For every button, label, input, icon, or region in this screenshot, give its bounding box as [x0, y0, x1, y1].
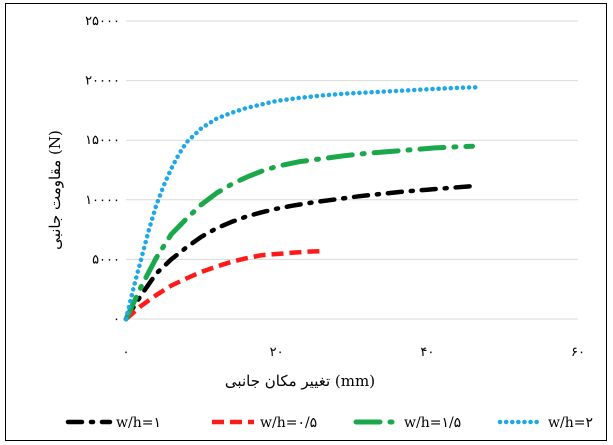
y-axis-title: مقاومت جانبی (N): [46, 130, 64, 250]
y-tick-label: ۲۵۰۰۰: [85, 14, 120, 29]
series-line-3: [123, 84, 483, 322]
series-line-0: [123, 183, 475, 322]
legend-label-0: w/h=۱: [116, 415, 161, 431]
y-tick-label: ۲۰۰۰۰: [85, 74, 120, 89]
x-tick-label: ۰: [123, 345, 130, 360]
series-line-1: [124, 248, 322, 321]
y-tick-label: ۰: [113, 312, 120, 327]
y-tick-label: ۵۰۰۰: [92, 252, 120, 267]
y-tick-label: ۱۰۰۰۰: [85, 193, 120, 208]
x-axis-title: تغییر مکان جانبی (mm): [225, 372, 375, 390]
legend-label-1: w/h=۰/۵: [260, 415, 317, 431]
x-tick-label: ۶۰: [571, 345, 585, 360]
axis-layer: ۰ ۵۰۰۰ ۱۰۰۰۰ ۱۵۰۰۰ ۲۰۰۰۰ ۲۵۰۰۰ ۰ ۲۰ ۴۰ ۶۰: [85, 14, 585, 360]
x-tick-label: ۴۰: [420, 345, 434, 360]
grid-layer: [126, 20, 578, 260]
x-tick-label: ۲۰: [270, 345, 284, 360]
legend: w/h=۱ w/h=۰/۵ w/h=۱/۵ w/h=۲: [65, 415, 593, 431]
legend-label-2: w/h=۱/۵: [404, 415, 461, 431]
y-tick-label: ۱۵۰۰۰: [85, 133, 120, 148]
legend-label-3: w/h=۲: [548, 415, 593, 431]
series-line-2: [123, 143, 475, 322]
chart-frame: [5, 3, 607, 441]
series-layer: [123, 84, 483, 322]
